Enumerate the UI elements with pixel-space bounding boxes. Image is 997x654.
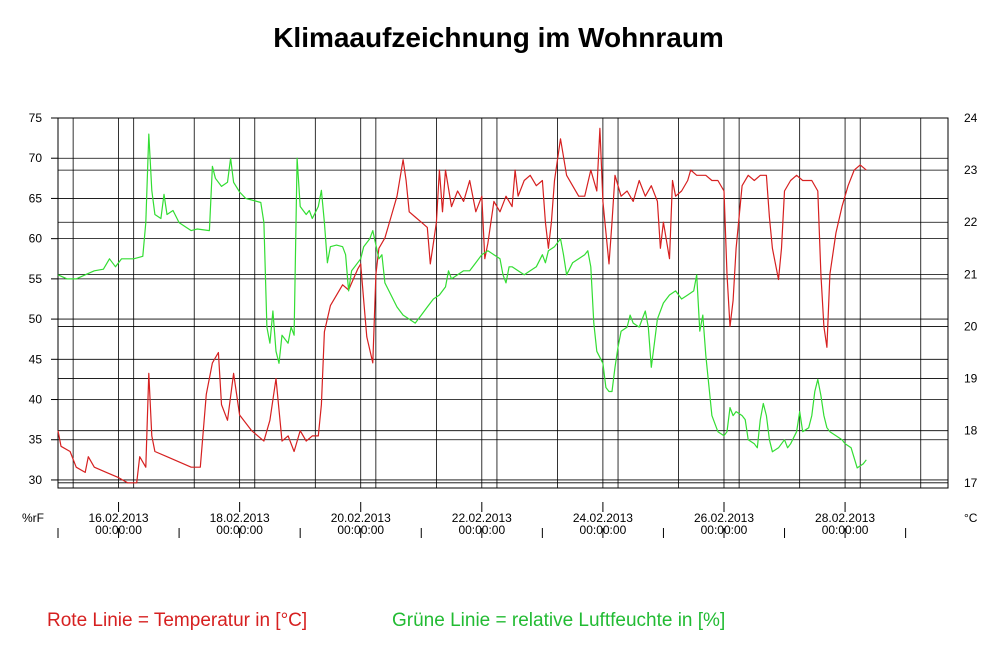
right-tick-label: 20 (964, 319, 978, 333)
legend-temperature: Rote Linie = Temperatur in [°C] (47, 610, 308, 631)
plot-frame (57, 117, 949, 489)
humidity-line (57, 133, 867, 469)
x-tick-date: 16.02.2013 (89, 511, 149, 525)
right-tick-label: 17 (964, 476, 978, 490)
grid-lines (58, 117, 948, 488)
series-lines (57, 127, 867, 484)
x-tick-date: 20.02.2013 (331, 511, 391, 525)
right-tick-label: 19 (964, 372, 978, 386)
right-tick-label: 23 (964, 163, 978, 177)
tick-labels: 75 70 65 60 55 50 45 40 35 30 24 23 22 21 20 19 18 17 16.0… (22, 111, 978, 537)
right-tick-label: 21 (964, 267, 978, 281)
temperature-line (57, 127, 867, 484)
left-tick-label: 45 (29, 352, 43, 366)
left-tick-label: 75 (29, 111, 43, 125)
left-tick-label: 50 (29, 312, 43, 326)
x-tick-date: 24.02.2013 (573, 511, 633, 525)
x-tick-date: 22.02.2013 (452, 511, 512, 525)
right-unit-label: °C (964, 511, 978, 525)
x-tick-time: 00:00:00 (337, 523, 384, 537)
right-tick-label: 18 (964, 424, 978, 438)
x-tick-date: 18.02.2013 (210, 511, 270, 525)
left-tick-label: 60 (29, 232, 43, 246)
x-tick-time: 00:00:00 (216, 523, 263, 537)
x-tick-date: 28.02.2013 (815, 511, 875, 525)
legend-humidity: Grüne Linie = relative Luftfeuchte in [%… (392, 610, 726, 631)
left-tick-label: 65 (29, 191, 43, 205)
chart-title: Klimaaufzeichnung im Wohnraum (273, 22, 724, 53)
left-tick-label: 30 (29, 473, 43, 487)
left-tick-label: 70 (29, 151, 43, 165)
x-tick-time: 00:00:00 (95, 523, 142, 537)
left-tick-label: 55 (29, 272, 43, 286)
x-tick-time: 00:00:00 (701, 523, 748, 537)
x-tick-time: 00:00:00 (458, 523, 505, 537)
left-unit-label: %rF (22, 511, 44, 525)
right-tick-label: 22 (964, 215, 978, 229)
left-tick-label: 35 (29, 433, 43, 447)
x-tick-time: 00:00:00 (822, 523, 869, 537)
left-tick-label: 40 (29, 393, 43, 407)
x-tick-date: 26.02.2013 (694, 511, 754, 525)
axes (51, 117, 949, 538)
right-tick-label: 24 (964, 111, 978, 125)
x-tick-time: 00:00:00 (580, 523, 627, 537)
